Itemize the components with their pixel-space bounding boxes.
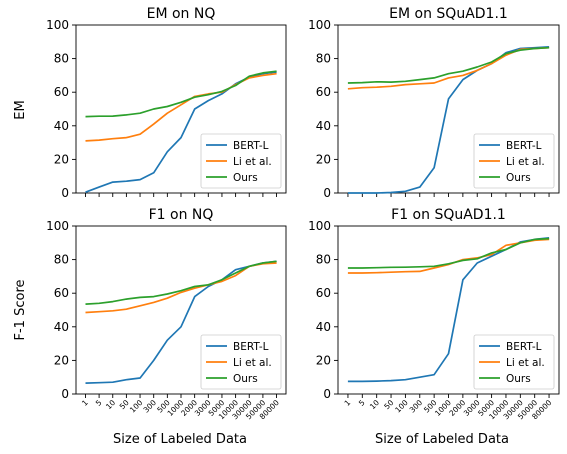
y-tick-label: 0 [61,387,69,401]
legend-label: Li et al. [506,357,545,369]
y-tick-label: 60 [316,286,331,300]
figure-ylabel-bottom: F-1 Score [13,280,28,341]
x-tick-label: 1 [80,398,90,408]
y-tick-label: 40 [316,119,331,133]
y-tick-label: 20 [54,152,69,166]
x-tick-label: 1 [343,398,353,408]
legend-label: BERT-L [233,140,269,152]
y-tick-label: 20 [316,353,331,367]
legend-label: Ours [506,172,531,184]
y-tick-label: 80 [316,52,331,66]
legend-label: BERT-L [506,140,542,152]
x-tick-label: 10 [368,398,381,411]
x-tick-label: 5 [357,398,367,408]
series-line [85,260,277,305]
panel-title: F1 on NQ [149,207,214,223]
y-tick-label: 40 [316,320,331,334]
series-line [85,262,277,314]
legend-label: Ours [506,373,531,385]
y-tick-label: 40 [54,119,69,133]
y-tick-label: 80 [316,253,331,267]
legend-box [473,133,555,189]
y-tick-label: 0 [323,387,331,401]
series-line [85,70,277,118]
legend-label: Ours [233,373,258,385]
y-tick-label: 0 [61,186,69,200]
panel-title: F1 on SQuAD1.1 [391,207,506,223]
legend-label: BERT-L [506,341,542,353]
series-line [85,260,277,384]
legend-label: BERT-L [233,341,269,353]
x-tick-label: 300 [142,398,159,415]
y-tick-label: 60 [316,85,331,99]
legend-label: Li et al. [233,357,272,369]
y-tick-label: 60 [54,286,69,300]
y-tick-label: 40 [54,320,69,334]
series-line [347,45,550,194]
panel-title: EM on SQuAD1.1 [389,6,508,22]
x-tick-label: 100 [128,398,145,415]
y-tick-label: 20 [316,152,331,166]
y-tick-label: 80 [54,52,69,66]
y-tick-label: 100 [308,18,331,32]
panel-0: EM on NQ 0 20 40 60 80 100 BERT-L Li et al. Ours [46,6,287,200]
figure-ylabel-top: EM [13,100,28,119]
y-tick-label: 20 [54,353,69,367]
x-tick-label: 10 [104,398,117,411]
y-tick-label: 60 [54,85,69,99]
panel-title: EM on NQ [147,6,216,22]
legend-label: Li et al. [233,156,272,168]
series-line [85,72,277,142]
legend-label: Ours [233,172,258,184]
legend-label: Li et al. [506,156,545,168]
y-tick-label: 80 [54,253,69,267]
legend-box [200,334,282,390]
x-tick-label: 300 [408,398,425,415]
series-line [347,46,550,84]
legend-box [473,334,555,390]
x-axis-label-left: Size of Labeled Data [113,432,247,447]
x-axis-label-right: Size of Labeled Data [375,432,509,447]
y-tick-label: 100 [308,219,331,233]
x-tick-label: 100 [393,398,410,415]
y-tick-label: 100 [46,18,69,32]
legend-box [200,133,282,189]
y-tick-label: 0 [323,186,331,200]
x-tick-label: 5 [94,398,104,408]
y-tick-label: 100 [46,219,69,233]
series-line [347,237,550,269]
panel-1: EM on SQuAD1.1 0 20 40 60 80 100 BERT-L Li et al… [308,6,560,200]
